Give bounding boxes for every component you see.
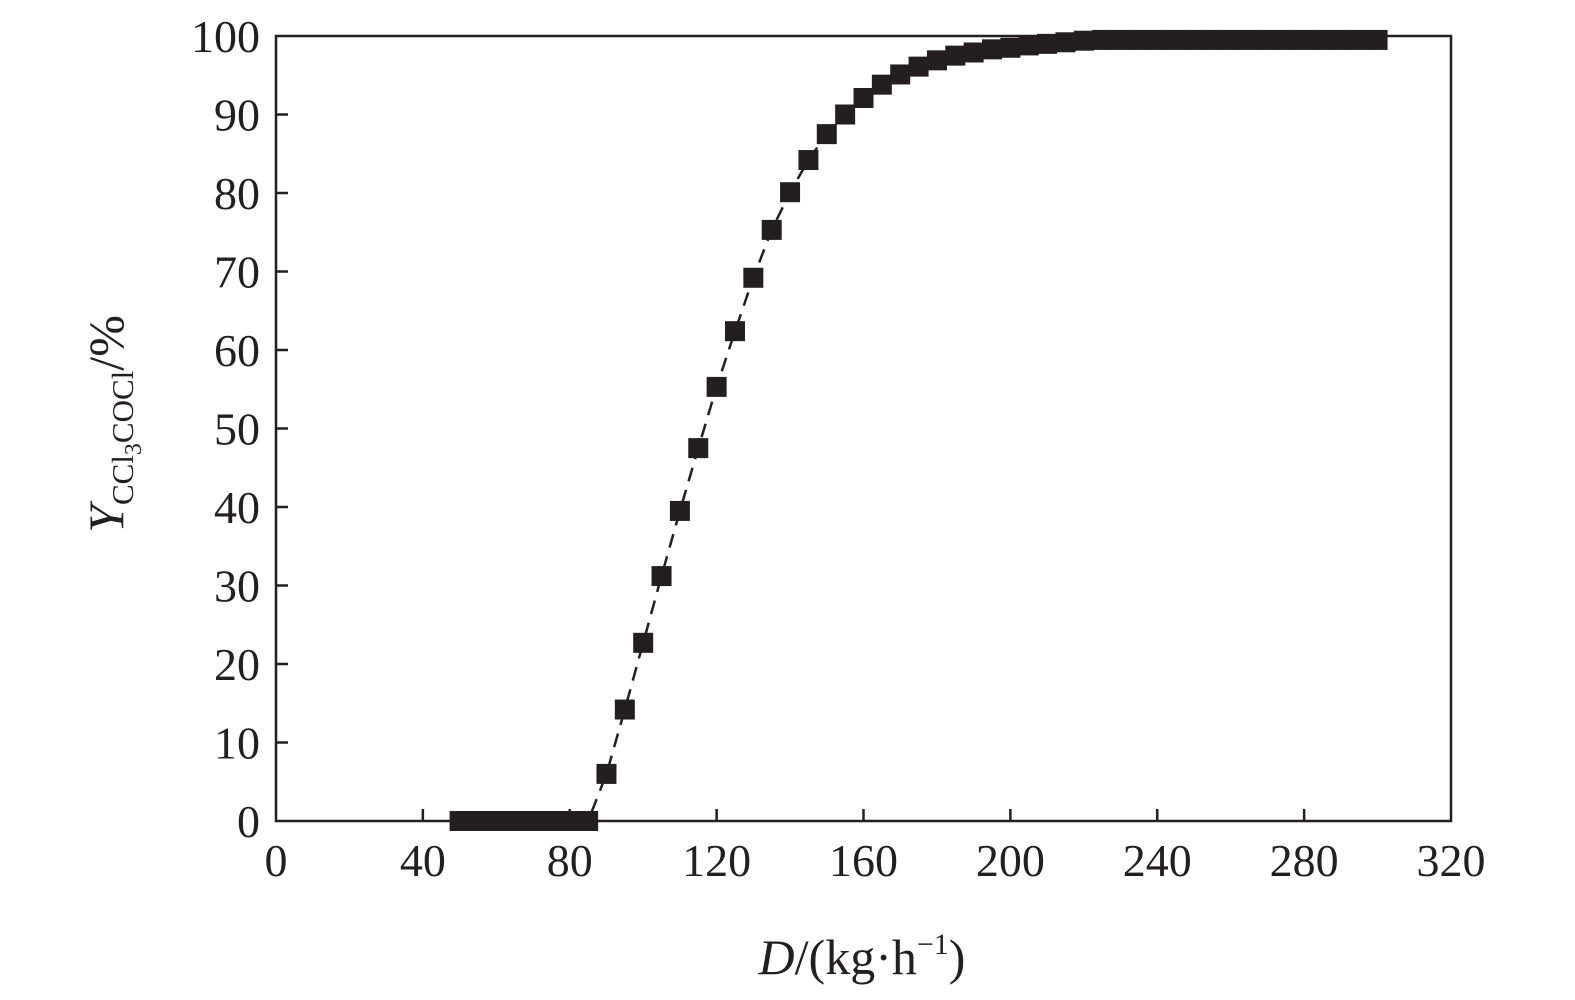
data-point <box>1239 29 1260 50</box>
data-point <box>780 182 801 203</box>
data-point <box>449 811 470 831</box>
data-point <box>816 124 837 145</box>
data-point <box>1147 29 1168 50</box>
data-point <box>1165 29 1186 50</box>
data-point <box>651 566 672 587</box>
data-point <box>761 219 782 240</box>
plot-frame <box>274 34 1453 823</box>
data-point <box>1037 33 1058 54</box>
y-axis-sub-b: 3 <box>121 443 147 455</box>
data-point <box>486 811 507 831</box>
data-point <box>467 811 488 831</box>
data-point <box>853 88 874 109</box>
y-tick-label: 40 <box>214 482 260 533</box>
data-point <box>669 500 690 521</box>
data-point <box>890 64 911 85</box>
x-tick-label: 40 <box>400 835 446 886</box>
data-point <box>1110 29 1131 50</box>
x-axis-unit-close: ) <box>949 929 966 985</box>
data-point <box>982 39 1003 60</box>
data-point <box>688 438 709 459</box>
data-point <box>1073 30 1094 51</box>
x-tick-label: 280 <box>1270 835 1339 886</box>
y-tick-label: 50 <box>214 404 260 455</box>
data-point <box>798 150 819 171</box>
data-point <box>963 42 984 63</box>
data-point <box>1367 29 1388 50</box>
data-point <box>1312 29 1333 50</box>
y-tick-label: 90 <box>214 90 260 141</box>
y-tick-label: 100 <box>191 11 260 62</box>
y-axis-title: YCCl3COCl/% <box>78 315 147 533</box>
data-point <box>1018 35 1039 56</box>
data-point <box>1202 29 1223 50</box>
y-tick-label: 0 <box>237 796 260 847</box>
data-point <box>1055 32 1076 53</box>
data-point <box>1349 29 1370 50</box>
data-point <box>871 74 892 95</box>
data-point <box>926 50 947 71</box>
data-point <box>945 45 966 66</box>
y-axis-unit: /% <box>78 315 134 371</box>
data-point <box>504 811 525 831</box>
data-point <box>559 811 580 831</box>
data-point <box>541 811 562 831</box>
y-tick-label: 30 <box>214 561 260 612</box>
data-point <box>1257 29 1278 50</box>
data-point <box>743 267 764 288</box>
x-axis-title: D/(kg·h−1) <box>758 928 966 985</box>
series-dashed-line <box>459 38 1378 823</box>
y-tick-label: 20 <box>214 639 260 690</box>
y-tick-label: 80 <box>214 168 260 219</box>
data-point <box>1294 29 1315 50</box>
data-point <box>523 811 544 831</box>
x-tick-label: 160 <box>829 835 898 886</box>
y-tick-label: 10 <box>214 718 260 769</box>
x-tick-label: 120 <box>682 835 751 886</box>
y-tick-label: 60 <box>214 325 260 376</box>
x-axis-unit-open: /(kg·h <box>795 929 917 985</box>
data-point <box>1330 29 1351 50</box>
data-point <box>1275 29 1296 50</box>
x-axis-unit-exp: −1 <box>917 928 949 961</box>
data-point <box>578 811 599 831</box>
data-point <box>1000 37 1021 58</box>
y-axis-ticks: 0 10 20 30 40 50 60 70 80 90 100 <box>191 11 288 847</box>
x-tick-label: 320 <box>1417 835 1486 886</box>
data-point <box>1128 29 1149 50</box>
x-axis-var: D <box>758 929 795 985</box>
data-point <box>1183 29 1204 50</box>
y-tick-label: 70 <box>214 247 260 298</box>
data-point <box>908 56 929 77</box>
data-point <box>596 763 617 784</box>
data-point <box>724 321 745 342</box>
y-axis-sub-c: COCl <box>105 371 140 443</box>
data-point <box>706 376 727 397</box>
data-point <box>835 104 856 125</box>
data-point <box>633 632 654 653</box>
data-point <box>1092 29 1113 50</box>
x-tick-label: 200 <box>976 835 1045 886</box>
x-axis-ticks: 0 40 80 120 160 200 240 280 320 <box>265 809 1486 886</box>
data-point <box>1220 29 1241 50</box>
x-tick-label: 0 <box>265 835 288 886</box>
y-axis-sub-a: CCl <box>105 455 140 505</box>
y-axis-var: Y <box>78 500 134 533</box>
x-tick-label: 240 <box>1123 835 1192 886</box>
x-tick-label: 80 <box>547 835 593 886</box>
series-markers <box>449 29 1388 831</box>
data-point <box>614 699 635 720</box>
